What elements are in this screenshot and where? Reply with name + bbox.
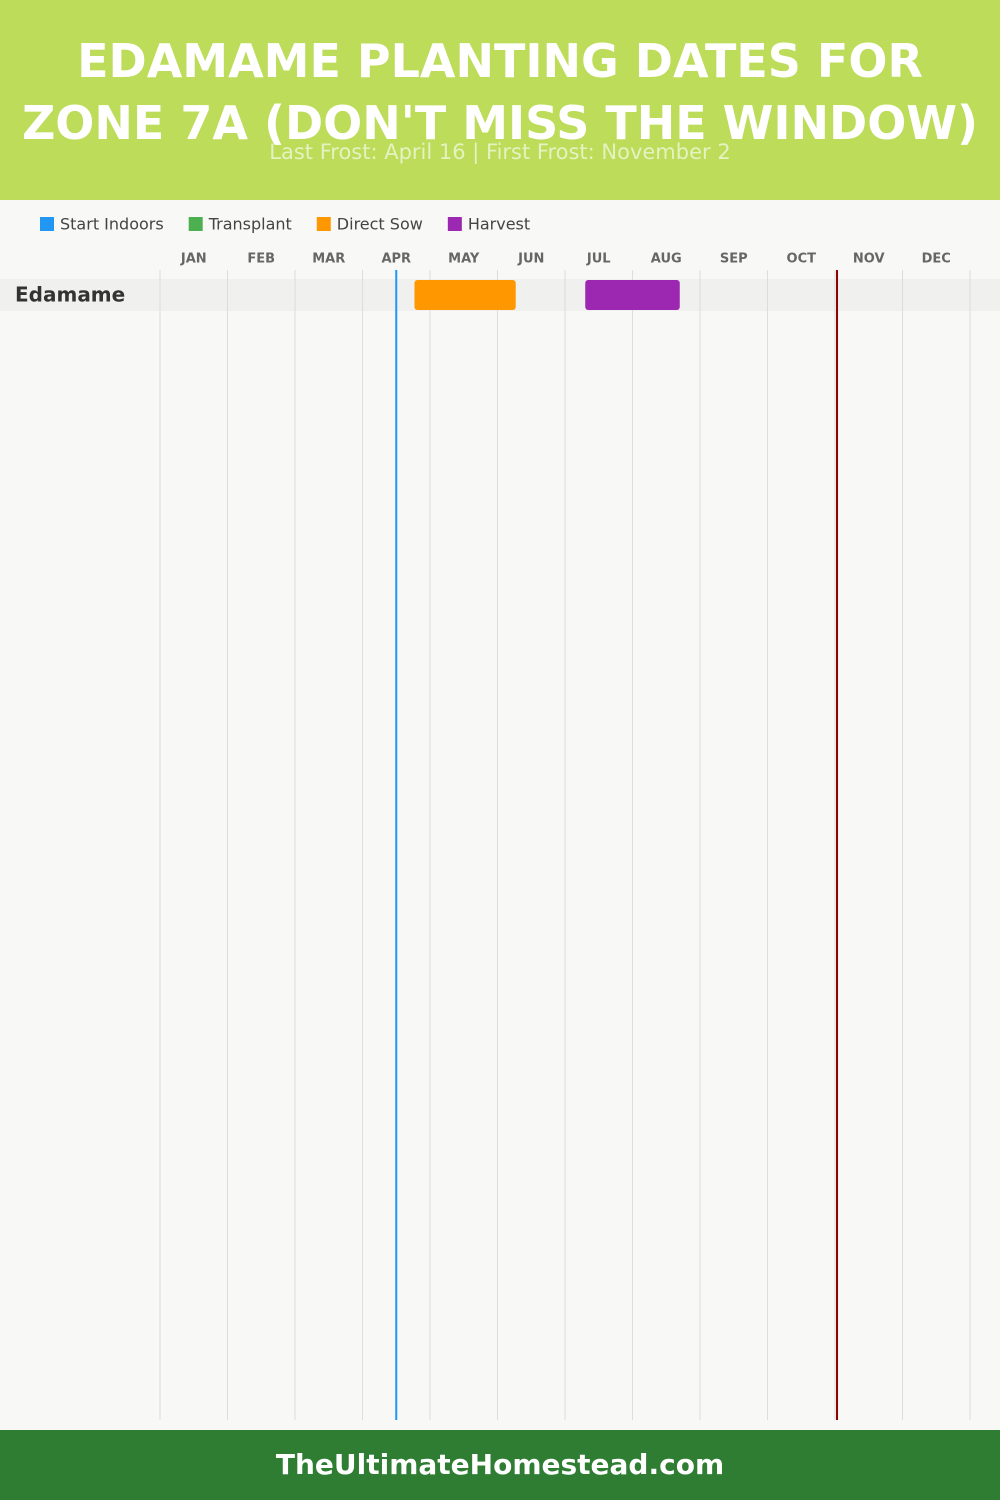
x-tick-label: DEC (922, 252, 951, 267)
x-tick-label: SEP (720, 252, 748, 267)
legend-swatch (40, 217, 54, 231)
x-tick-label: JUL (586, 252, 611, 267)
x-tick-label: JAN (180, 252, 207, 267)
legend-swatch (316, 217, 331, 231)
legend-label: Harvest (468, 215, 530, 234)
x-tick-label: FEB (247, 252, 275, 267)
x-tick-label: APR (381, 252, 411, 267)
x-tick-label: AUG (651, 252, 682, 267)
legend-swatch (447, 217, 462, 231)
bar (414, 280, 516, 310)
x-tick-label: NOV (853, 252, 885, 267)
row-label: Edamame (15, 283, 125, 307)
chart-subtitle: Last Frost: April 16 | First Frost: Nove… (269, 140, 731, 164)
legend-label: Transplant (208, 215, 292, 234)
x-tick-label: MAY (448, 252, 480, 267)
legend-label: Start Indoors (60, 215, 164, 234)
x-tick-label: JUN (517, 252, 544, 267)
x-tick-label: OCT (787, 252, 817, 267)
bar (585, 280, 680, 310)
header: EDAMAME PLANTING DATES FOR ZONE 7A (DON'… (0, 0, 1000, 200)
chart-title: EDAMAME PLANTING DATES FOR ZONE 7A (DON'… (21, 34, 979, 150)
legend-label: Direct Sow (337, 215, 423, 234)
x-tick-label: MAR (312, 252, 345, 267)
footer: TheUltimateHomestead.com (0, 1430, 1000, 1500)
legend-swatch (188, 217, 203, 231)
